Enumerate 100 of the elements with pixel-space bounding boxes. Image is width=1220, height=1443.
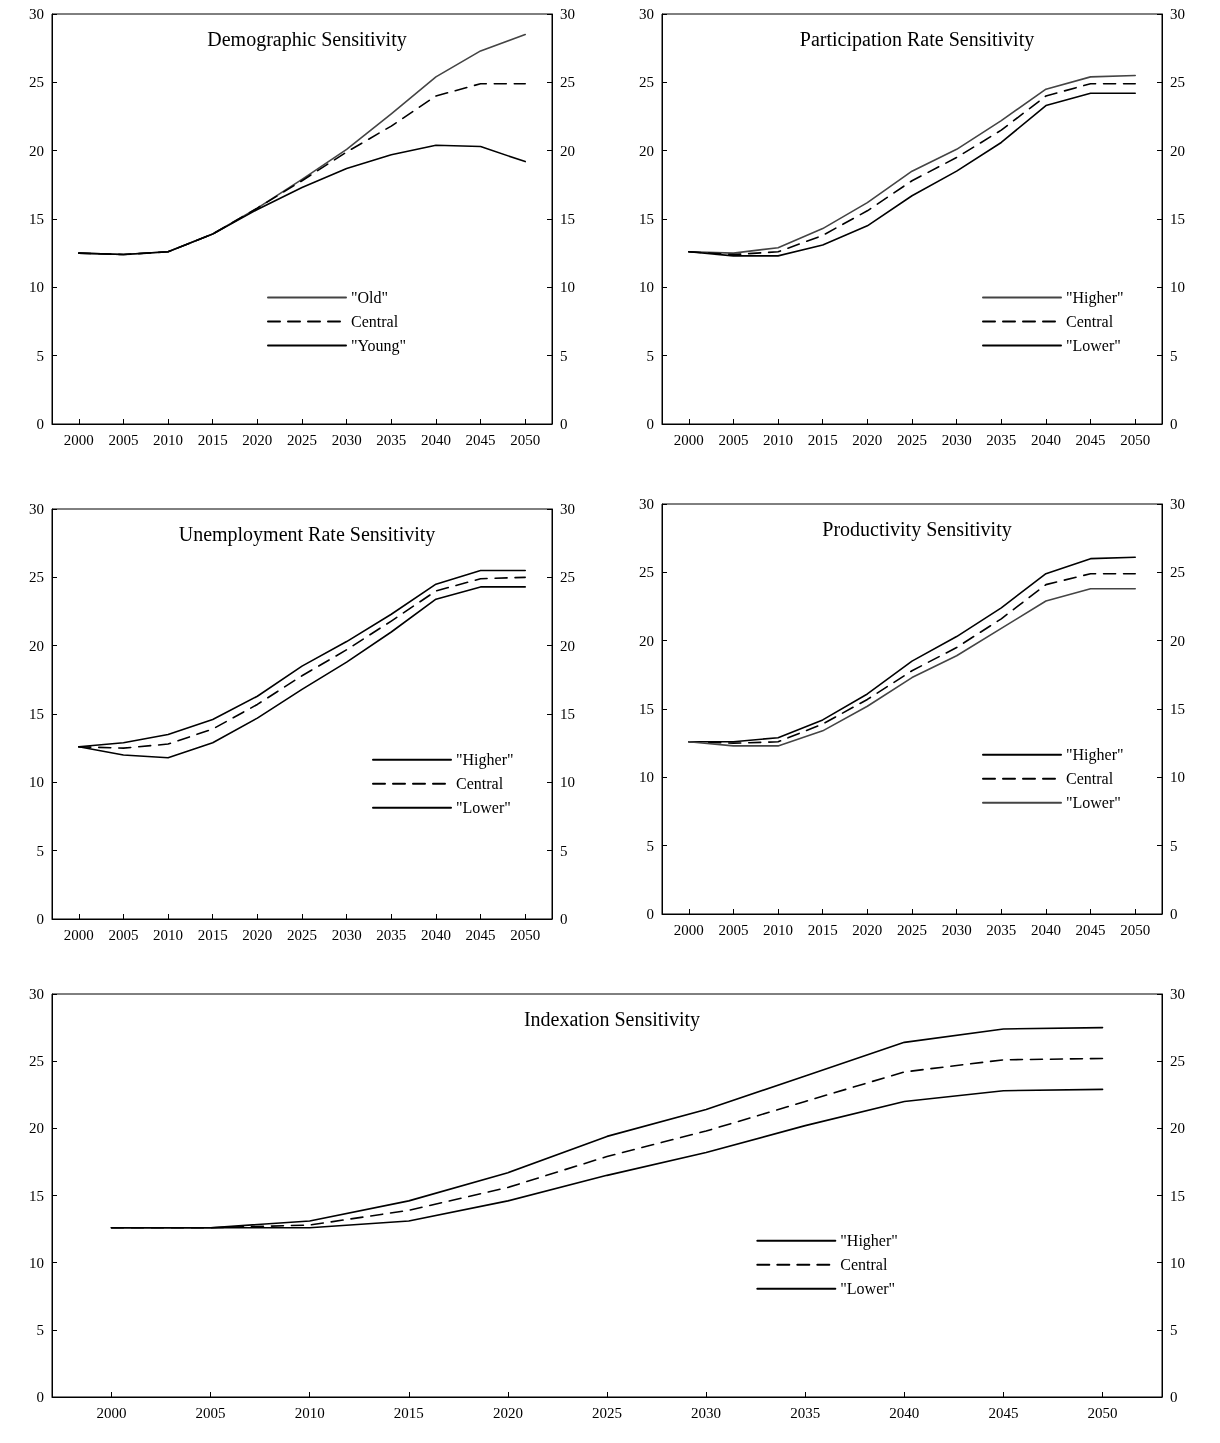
y-tick-label: 5 bbox=[646, 347, 654, 364]
x-tick-label: 2050 bbox=[510, 926, 541, 943]
x-tick-label: 2010 bbox=[763, 921, 794, 938]
y2-tick-label: 5 bbox=[1170, 347, 1178, 364]
y2-tick-label: 20 bbox=[560, 142, 575, 159]
y2-tick-label: 15 bbox=[560, 706, 575, 722]
y-tick-label: 30 bbox=[29, 501, 44, 517]
x-tick-label: 2040 bbox=[1030, 921, 1061, 938]
y-tick-label: 0 bbox=[36, 416, 44, 432]
x-tick-label: 2030 bbox=[331, 431, 362, 448]
x-tick-label: 2000 bbox=[63, 431, 94, 448]
y2-tick-label: 15 bbox=[1170, 701, 1185, 717]
legend-label: "Lower" bbox=[1066, 337, 1121, 355]
y2-tick-label: 5 bbox=[1170, 837, 1178, 854]
x-tick-label: 2005 bbox=[108, 926, 139, 943]
x-tick-label: 2010 bbox=[763, 431, 794, 448]
text: Unemployment Rate Sensitivity bbox=[178, 523, 436, 546]
x-tick-label: 2015 bbox=[807, 921, 838, 938]
y2-tick-label: 15 bbox=[1170, 211, 1185, 227]
legend-label: Central bbox=[351, 313, 399, 331]
y2-tick-label: 15 bbox=[560, 211, 575, 227]
legend-label: "Higher" bbox=[1066, 746, 1124, 765]
x-tick-label: 2035 bbox=[986, 431, 1017, 448]
y-tick-label: 15 bbox=[639, 701, 654, 717]
y2-tick-label: 25 bbox=[1170, 74, 1185, 91]
x-tick-label: 2035 bbox=[790, 1404, 821, 1421]
x-tick-label: 2025 bbox=[287, 431, 317, 448]
x-tick-label: 2000 bbox=[673, 921, 704, 938]
y-tick-label: 5 bbox=[36, 842, 44, 859]
x-tick-label: 2000 bbox=[63, 926, 94, 943]
y2-tick-label: 10 bbox=[560, 774, 575, 791]
y-tick-label: 30 bbox=[29, 986, 44, 1002]
x-tick-label: 2050 bbox=[1120, 431, 1151, 448]
x-tick-label: 2005 bbox=[108, 431, 139, 448]
x-tick-label: 2040 bbox=[1030, 431, 1061, 448]
legend-label: "Lower" bbox=[840, 1280, 896, 1298]
x-tick-label: 2030 bbox=[941, 921, 972, 938]
y2-tick-label: 20 bbox=[560, 637, 575, 654]
x-tick-label: 2000 bbox=[96, 1404, 127, 1421]
x-tick-label: 2020 bbox=[852, 431, 883, 448]
x-tick-label: 2010 bbox=[294, 1404, 325, 1421]
y-tick-label: 25 bbox=[29, 74, 44, 91]
y2-tick-label: 10 bbox=[560, 279, 575, 296]
y-tick-label: 30 bbox=[639, 496, 654, 512]
x-tick-label: 2050 bbox=[1087, 1404, 1118, 1421]
legend-label: Central bbox=[1066, 770, 1114, 788]
y-tick-label: 10 bbox=[639, 769, 654, 786]
y-tick-label: 30 bbox=[639, 6, 654, 22]
legend-label: "Higher" bbox=[456, 751, 514, 770]
x-tick-label: 2030 bbox=[691, 1404, 722, 1421]
legend-label: "Higher" bbox=[1066, 289, 1124, 308]
y2-tick-label: 0 bbox=[560, 416, 568, 432]
y-tick-label: 10 bbox=[29, 1254, 44, 1271]
x-tick-label: 2000 bbox=[673, 431, 704, 448]
x-tick-label: 2025 bbox=[897, 431, 927, 448]
y2-tick-label: 30 bbox=[560, 6, 575, 22]
text: Demographic Sensitivity bbox=[207, 28, 407, 51]
text: Productivity Sensitivity bbox=[822, 518, 1012, 541]
y2-tick-label: 25 bbox=[560, 74, 575, 91]
y2-tick-label: 30 bbox=[560, 501, 575, 517]
x-tick-label: 2030 bbox=[941, 431, 972, 448]
y2-tick-label: 5 bbox=[560, 842, 568, 859]
x-tick-label: 2015 bbox=[197, 431, 228, 448]
y-tick-label: 0 bbox=[36, 1389, 44, 1405]
y-tick-label: 25 bbox=[29, 569, 44, 586]
y2-tick-label: 25 bbox=[1170, 564, 1185, 581]
legend-label: "Higher" bbox=[840, 1232, 898, 1251]
y-tick-label: 20 bbox=[29, 1120, 44, 1137]
x-tick-label: 2015 bbox=[807, 431, 838, 448]
x-tick-label: 2045 bbox=[1075, 431, 1106, 448]
x-tick-label: 2035 bbox=[376, 926, 407, 943]
y-tick-label: 10 bbox=[29, 279, 44, 296]
x-tick-label: 2010 bbox=[153, 926, 184, 943]
x-tick-label: 2015 bbox=[197, 926, 228, 943]
y2-tick-label: 15 bbox=[1170, 1187, 1185, 1204]
y2-tick-label: 0 bbox=[560, 911, 568, 927]
y2-tick-label: 10 bbox=[1170, 279, 1185, 296]
y-tick-label: 20 bbox=[29, 142, 44, 159]
legend-label: Central bbox=[1066, 313, 1114, 331]
y-tick-label: 0 bbox=[36, 911, 44, 927]
x-tick-label: 2010 bbox=[153, 431, 184, 448]
y-tick-label: 25 bbox=[29, 1053, 44, 1070]
x-tick-label: 2005 bbox=[718, 431, 749, 448]
x-tick-label: 2020 bbox=[242, 926, 273, 943]
y2-tick-label: 10 bbox=[1170, 769, 1185, 786]
y2-tick-label: 20 bbox=[1170, 632, 1185, 649]
x-tick-label: 2030 bbox=[331, 926, 362, 943]
y2-tick-label: 25 bbox=[1170, 1053, 1185, 1070]
legend-label: Central bbox=[456, 775, 504, 793]
y-tick-label: 5 bbox=[646, 837, 654, 854]
x-tick-label: 2005 bbox=[195, 1404, 226, 1421]
x-tick-label: 2025 bbox=[287, 926, 317, 943]
y2-tick-label: 0 bbox=[1170, 416, 1178, 432]
x-tick-label: 2025 bbox=[897, 921, 927, 938]
x-tick-label: 2015 bbox=[393, 1404, 424, 1421]
y-tick-label: 0 bbox=[646, 906, 654, 922]
x-tick-label: 2020 bbox=[852, 921, 883, 938]
y-tick-label: 10 bbox=[639, 279, 654, 296]
y2-tick-label: 20 bbox=[1170, 1120, 1185, 1137]
y2-tick-label: 0 bbox=[1170, 906, 1178, 922]
